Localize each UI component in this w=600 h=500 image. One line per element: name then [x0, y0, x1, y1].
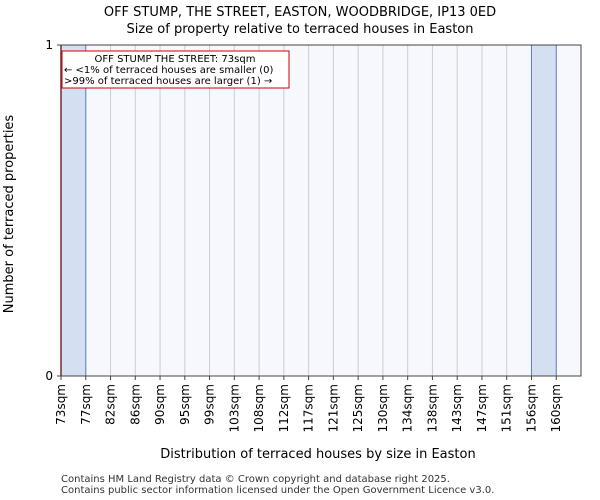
x-tick-label: 99sqm [203, 384, 217, 425]
footer-line-2: Contains public sector information licen… [61, 485, 495, 496]
x-tick-label: 151sqm [500, 384, 514, 432]
bar [530, 44, 557, 377]
x-tick-label: 82sqm [104, 384, 118, 425]
x-tick-label: 103sqm [227, 384, 241, 432]
bar [60, 44, 87, 377]
annotation-box: OFF STUMP THE STREET: 73sqm ← <1% of ter… [61, 50, 290, 89]
x-ticks: 73sqm 77sqm 82sqm 86sqm 90sqm 95sqm 99sqm 103sq… [54, 376, 563, 432]
x-tick-label: 112sqm [277, 384, 291, 432]
y-tick-label: 0 [45, 369, 53, 383]
x-tick-label: 143sqm [450, 384, 464, 432]
x-tick-label: 130sqm [376, 384, 390, 432]
annotation-title: OFF STUMP THE STREET: 73sqm [95, 54, 256, 65]
x-tick-label: 90sqm [153, 384, 167, 425]
x-axis-label: Distribution of terraced houses by size … [160, 447, 475, 462]
x-tick-label: 95sqm [178, 384, 192, 425]
plot-area [61, 45, 581, 376]
x-tick-label: 77sqm [79, 384, 93, 425]
annotation-smaller: ← <1% of terraced houses are smaller (0) [64, 65, 273, 76]
chart-title: OFF STUMP, THE STREET, EASTON, WOODBRIDG… [104, 5, 496, 20]
x-tick-label: 134sqm [401, 384, 415, 432]
footer-line-1: Contains HM Land Registry data © Crown c… [61, 474, 450, 485]
x-tick-label: 125sqm [351, 384, 365, 432]
chart-subtitle: Size of property relative to terraced ho… [126, 22, 473, 37]
x-tick-label: 156sqm [524, 384, 538, 432]
x-tick-label: 86sqm [128, 384, 142, 425]
y-tick-label: 1 [45, 38, 53, 52]
y-axis-label: Number of terraced properties [2, 115, 17, 314]
x-tick-label: 138sqm [425, 384, 439, 432]
annotation-larger: >99% of terraced houses are larger (1) → [64, 76, 272, 87]
bars [60, 44, 557, 377]
grid-lines [60, 45, 557, 376]
plot-frame [60, 44, 582, 377]
x-tick-label: 160sqm [549, 384, 563, 432]
x-tick-label: 121sqm [326, 384, 340, 432]
y-ticks: 01 [45, 38, 61, 383]
x-tick-label: 117sqm [302, 384, 316, 432]
x-tick-label: 147sqm [475, 384, 489, 432]
x-tick-label: 73sqm [54, 384, 68, 425]
annotation-frame [61, 50, 290, 89]
x-tick-label: 108sqm [252, 384, 266, 432]
